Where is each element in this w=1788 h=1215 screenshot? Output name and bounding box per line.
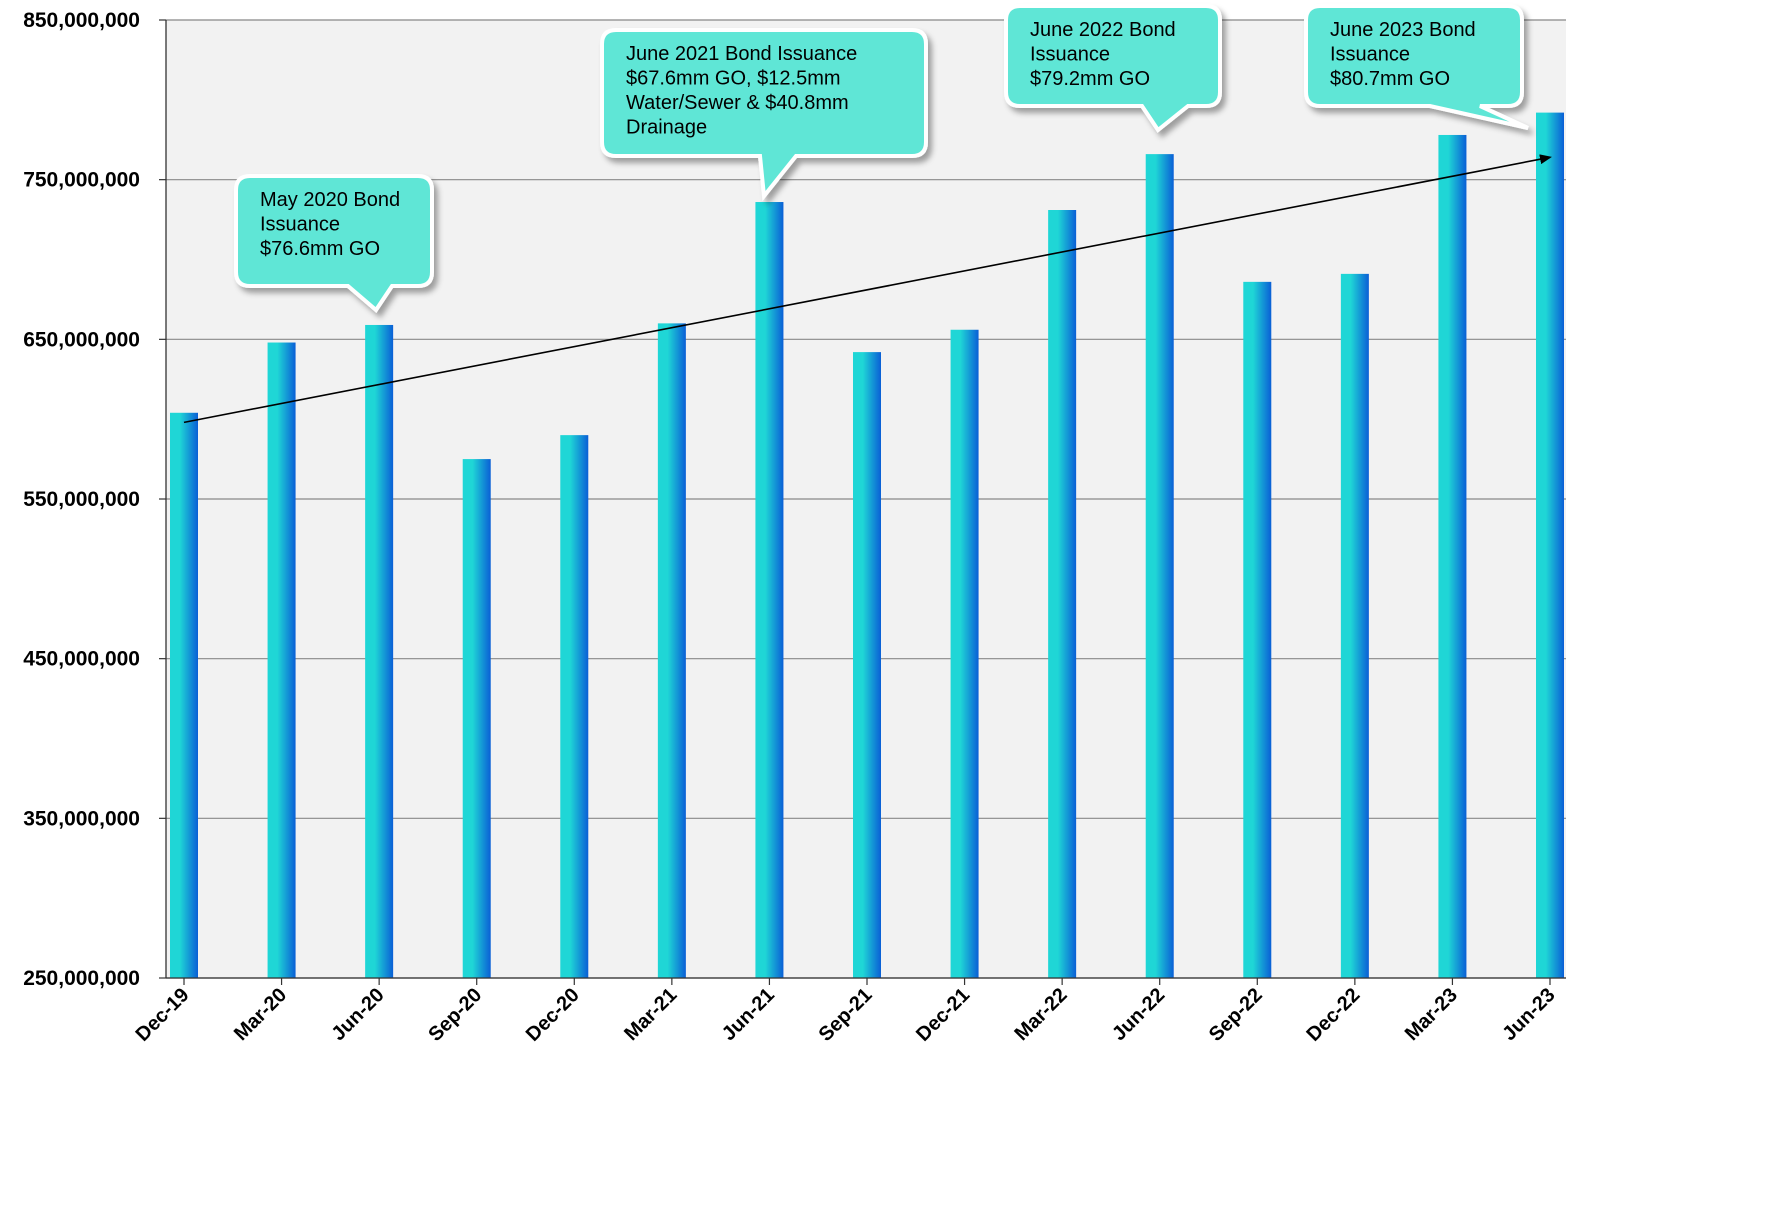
bar-sep-21	[853, 352, 881, 978]
trendline	[183, 154, 1552, 424]
x-tick-label: Sep-20	[424, 984, 486, 1046]
callout-jun-23	[1304, 4, 1529, 130]
bar-mar-20	[267, 342, 296, 978]
y-tick-label: 850,000,000	[23, 9, 140, 32]
bar-jun-21	[755, 202, 784, 978]
callout-text-line: $76.6mm GO	[260, 238, 380, 260]
callout-bubble	[600, 28, 928, 202]
callout-bubble	[1304, 4, 1529, 130]
x-tick-label: Dec-19	[132, 984, 194, 1046]
callout-text-line: $67.6mm GO, $12.5mm	[626, 68, 841, 90]
callout-jun-22	[1004, 4, 1222, 133]
callout-text-line: May 2020 Bond	[260, 189, 400, 211]
bars	[170, 112, 1564, 979]
x-tick-label: Sep-21	[815, 984, 877, 1046]
y-tick-label: 250,000,000	[23, 967, 140, 990]
bar-dec-21	[950, 329, 979, 979]
x-tick-label: Jun-22	[1108, 984, 1169, 1045]
bar-jun-23	[1536, 112, 1564, 978]
bar-dec-19	[170, 412, 198, 978]
bar-dec-22	[1340, 273, 1369, 978]
y-tick-label: 450,000,000	[23, 648, 140, 671]
callout-text-line: Water/Sewer & $40.8mm	[626, 92, 849, 114]
bar-sep-20	[462, 459, 491, 978]
x-tick-label: Mar-22	[1011, 984, 1072, 1045]
x-tick-label: Mar-20	[230, 984, 291, 1045]
bar-mar-21	[657, 323, 686, 978]
callout-text-line: Issuance	[260, 214, 340, 236]
x-tick-label: Mar-21	[620, 984, 681, 1045]
x-tick-label: Mar-23	[1401, 984, 1462, 1045]
bar-jun-22	[1145, 154, 1174, 978]
callout-bubble	[234, 174, 434, 313]
x-tick-label: Jun-21	[718, 984, 779, 1045]
y-tick-label: 550,000,000	[23, 488, 140, 511]
x-tick-label: Jun-23	[1498, 984, 1559, 1045]
callout-jun-20	[234, 174, 434, 313]
callout-jun-21	[600, 28, 928, 202]
x-tick-label: Jun-20	[328, 984, 389, 1045]
callout-text-line: June 2021 Bond Issuance	[626, 43, 857, 65]
trend-arrow	[183, 154, 1552, 424]
y-tick-label: 750,000,000	[23, 169, 140, 192]
x-tick-label: Sep-22	[1205, 984, 1267, 1046]
callout-text-line: June 2022 Bond	[1030, 19, 1176, 41]
bar-sep-22	[1243, 281, 1272, 978]
x-tick-label: Dec-20	[522, 984, 584, 1046]
bar-mar-23	[1438, 134, 1467, 978]
bar-mar-22	[1048, 210, 1077, 979]
callout-text-line: Issuance	[1030, 44, 1110, 66]
x-tick-label: Dec-21	[912, 984, 974, 1046]
bar-dec-20	[560, 435, 589, 979]
x-tick-label: Dec-22	[1302, 984, 1364, 1046]
callout-text-line: $79.2mm GO	[1030, 68, 1150, 90]
callout-text-line: Issuance	[1330, 44, 1410, 66]
callout-bubble	[1004, 4, 1222, 133]
bar-jun-20	[365, 324, 394, 978]
callout-text-line: Drainage	[626, 117, 707, 139]
y-tick-label: 650,000,000	[23, 328, 140, 351]
callout-text-line: $80.7mm GO	[1330, 68, 1450, 90]
y-tick-label: 350,000,000	[23, 807, 140, 830]
callout-text-line: June 2023 Bond	[1330, 19, 1476, 41]
